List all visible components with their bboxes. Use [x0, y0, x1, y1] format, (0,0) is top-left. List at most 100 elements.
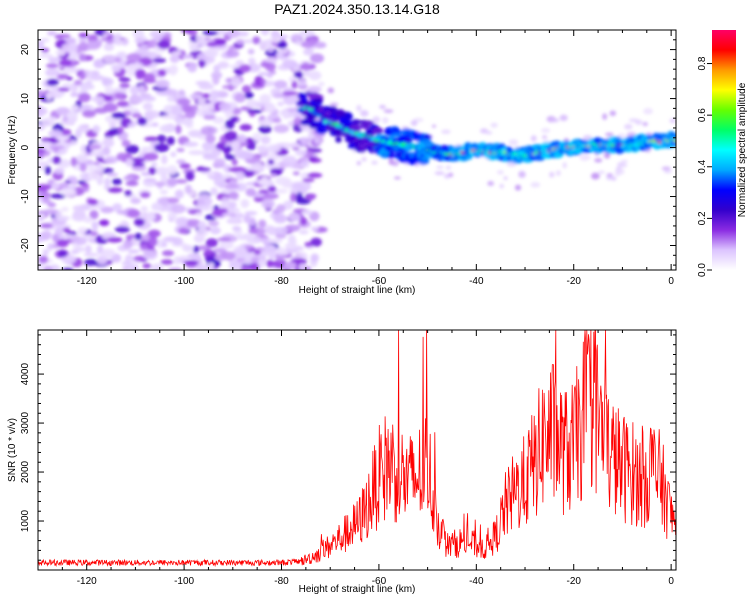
spectral-blob: [127, 122, 135, 128]
spectral-blob: [102, 31, 113, 37]
spectral-blob: [197, 220, 207, 231]
spectral-blob: [205, 238, 218, 248]
spectral-blob: [169, 54, 180, 63]
spectral-blob: [52, 146, 60, 153]
spectral-blob: [195, 167, 212, 172]
spectral-blob: [78, 32, 89, 38]
spectral-blob: [299, 217, 308, 226]
spectral-blob: [129, 85, 140, 96]
spectral-blob: [299, 30, 315, 37]
spectrogram-y-label: Frequency (Hz): [7, 116, 18, 185]
spectral-blob: [187, 62, 198, 73]
spectral-blob: [241, 85, 252, 94]
spectral-blob: [372, 116, 381, 124]
spectral-blob: [131, 162, 145, 168]
spectral-blob: [310, 237, 322, 247]
spectral-blob: [174, 179, 188, 184]
spectral-blob: [410, 119, 418, 127]
spectral-blob: [293, 117, 303, 126]
spectral-blob: [224, 130, 238, 141]
spectral-blob: [119, 82, 131, 89]
spectral-blob: [240, 265, 251, 270]
spectral-blob: [248, 217, 256, 227]
spectral-blob: [87, 165, 98, 173]
spectral-blob: [114, 56, 122, 63]
spectral-blob: [307, 85, 322, 93]
spectral-blob: [38, 147, 46, 155]
spectral-blob: [64, 37, 77, 44]
spectral-blob: [372, 127, 383, 133]
spectral-blob: [605, 132, 614, 137]
spectral-blob: [90, 150, 100, 157]
spectral-blob: [404, 137, 413, 144]
spectral-blob: [352, 119, 363, 124]
spectral-blob: [60, 234, 74, 239]
spectral-blob: [131, 165, 147, 171]
spectral-blob: [61, 42, 77, 53]
spectral-blob: [485, 130, 493, 135]
spectral-blob: [174, 189, 184, 199]
spectral-blob: [192, 245, 200, 254]
spectral-blob: [422, 137, 432, 146]
spectral-blob: [38, 53, 53, 58]
spectral-blob: [176, 97, 191, 106]
spectral-blob: [230, 140, 241, 151]
spectral-blob: [246, 143, 256, 151]
spectral-blob: [78, 37, 88, 43]
spectral-blob: [212, 74, 220, 85]
spectral-blob: [107, 187, 123, 193]
spectral-blob: [579, 154, 590, 161]
spectral-blob: [277, 101, 284, 107]
spectral-blob: [142, 102, 153, 111]
spectral-blob: [100, 36, 109, 42]
spectral-blob: [387, 152, 395, 159]
spectral-blob: [313, 97, 324, 104]
spectral-blob: [159, 189, 168, 195]
spectral-blob: [48, 129, 63, 138]
spectral-blob: [134, 68, 146, 79]
spectral-blob: [606, 173, 613, 178]
spectral-blob: [269, 173, 277, 178]
spectral-blob: [265, 245, 278, 253]
snr-panel: -120 -100 -80 -60 -40 -20 0 1000 2000 3000 4000 H…: [7, 329, 677, 595]
spectral-blob: [142, 249, 158, 260]
spectral-blob: [67, 118, 76, 125]
colorbar-gradient: [712, 30, 736, 270]
spectral-blob: [617, 162, 628, 168]
spectral-blob: [313, 137, 321, 145]
spectral-blob: [160, 154, 168, 165]
spectral-blob: [302, 209, 313, 216]
spectral-blob: [151, 263, 164, 270]
spectral-blob: [175, 124, 182, 135]
spectral-blob: [140, 191, 151, 199]
spectral-blob: [445, 165, 452, 170]
spectral-blob: [139, 243, 149, 251]
spectral-blob: [200, 125, 216, 136]
spectral-blob: [111, 64, 121, 73]
spectral-blob: [246, 137, 254, 144]
spectral-blob: [127, 249, 140, 254]
spectral-blob: [89, 210, 99, 220]
spectral-blob: [360, 109, 369, 117]
spectral-blob: [167, 212, 178, 221]
spectral-blob: [130, 197, 142, 204]
spectral-blob: [506, 162, 517, 167]
spectrogram-frame: [37, 29, 677, 271]
spectral-blob: [284, 224, 301, 232]
spectral-blob: [196, 228, 209, 237]
spectral-blob: [282, 109, 290, 120]
spectral-blob: [238, 64, 251, 73]
spectral-blob: [169, 66, 177, 76]
spectral-blob: [541, 135, 548, 139]
spectral-blob: [91, 96, 105, 103]
spectral-blob: [106, 236, 123, 243]
spectral-blob: [38, 261, 44, 270]
x-tick-label: -80: [274, 276, 289, 287]
spectral-blob: [184, 184, 193, 194]
spectral-blob: [218, 102, 232, 111]
spectral-blob: [195, 34, 206, 44]
spectral-blob: [597, 170, 606, 175]
spectral-blob: [289, 192, 297, 203]
spectral-blob: [203, 114, 216, 120]
spectral-blob: [166, 177, 178, 187]
